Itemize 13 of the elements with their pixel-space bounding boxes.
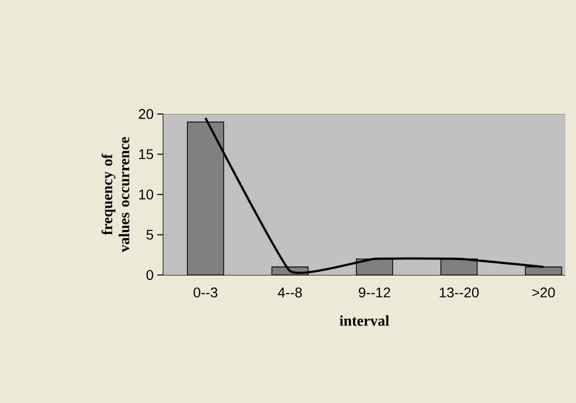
x-tick-label: >20 xyxy=(532,288,555,298)
x-tick-label: 13--20 xyxy=(440,288,479,298)
y-tick-label: 15 xyxy=(139,149,154,160)
x-tick-label: 0--3 xyxy=(194,288,218,298)
x-tick-label: 9--12 xyxy=(358,288,390,298)
x-axis-title: interval xyxy=(340,315,390,326)
y-axis-title: frequency of values occurrence xyxy=(102,137,130,252)
x-tick-label: 4--8 xyxy=(278,288,302,298)
y-tick-label: 20 xyxy=(138,109,154,119)
bar xyxy=(186,122,224,275)
y-tick-label: 10 xyxy=(139,190,154,200)
y-tick-label: 5 xyxy=(146,230,154,240)
y-tick-label: 0 xyxy=(146,270,154,280)
